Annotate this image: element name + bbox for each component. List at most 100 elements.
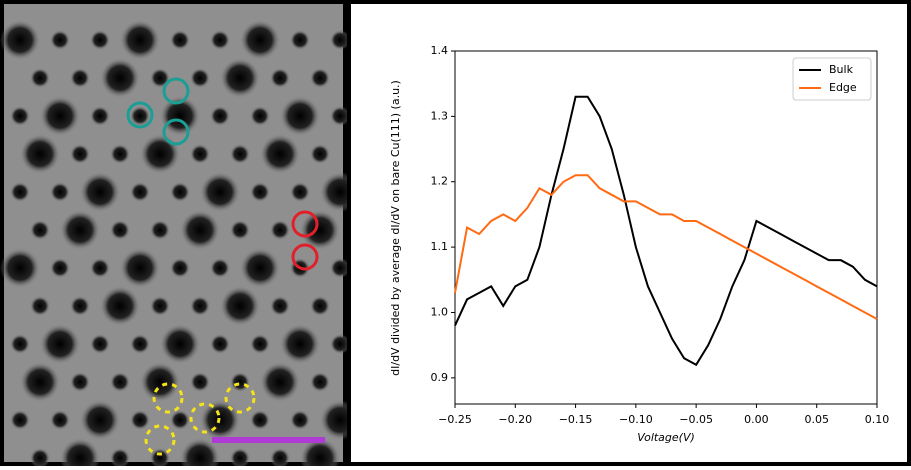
stm-pit [220, 286, 260, 326]
stm-pit [250, 334, 270, 354]
stm-pit [310, 372, 330, 392]
stm-pit [230, 372, 250, 392]
stm-pit [270, 68, 290, 88]
stm-pit [260, 362, 300, 402]
stm-pit [160, 324, 200, 364]
stm-pit [30, 220, 50, 240]
stm-pit [130, 182, 150, 202]
stm-pit [210, 30, 230, 50]
y-axis-label: dI/dV divided by average dI/dV on bare C… [389, 80, 402, 376]
stm-pit [50, 410, 70, 430]
stm-pit [110, 372, 130, 392]
stm-pit [260, 134, 300, 174]
stm-pit [270, 220, 290, 240]
legend-label: Edge [829, 81, 857, 94]
stm-pit [130, 106, 150, 126]
stm-pit [230, 144, 250, 164]
y-tick-label: 1.1 [431, 240, 449, 253]
stm-pit [310, 144, 330, 164]
x-tick-label: 0.05 [804, 413, 829, 426]
stm-pit [90, 258, 110, 278]
stm-pit [170, 30, 190, 50]
stm-pit [280, 96, 320, 136]
stm-pit [40, 324, 80, 364]
stm-pit [190, 68, 210, 88]
stm-pit [290, 410, 310, 430]
stm-pit [110, 144, 130, 164]
stm-pit [70, 68, 90, 88]
stm-pit [130, 410, 150, 430]
marker-circle [162, 118, 190, 146]
stm-pit [270, 296, 290, 316]
stm-pit [210, 334, 230, 354]
dashed-circle [152, 382, 184, 414]
stm-pit [60, 438, 100, 470]
line-series [454, 95, 878, 367]
stm-pit [140, 134, 180, 174]
line-series [454, 174, 878, 320]
stm-pit [80, 400, 120, 440]
stm-pit [180, 438, 220, 470]
stm-pit [210, 106, 230, 126]
marker-circle [291, 210, 319, 238]
y-tick-label: 0.9 [431, 371, 449, 384]
stm-pit [300, 210, 340, 250]
legend-label: Bulk [829, 63, 854, 76]
stm-pit [110, 448, 130, 468]
stm-pit [20, 134, 60, 174]
stm-pit [50, 182, 70, 202]
stm-pit [110, 220, 130, 240]
stm-pit [120, 248, 160, 288]
stm-pit [290, 182, 310, 202]
dashed-circle [144, 424, 176, 456]
x-tick-label: 0.10 [865, 413, 890, 426]
stm-features [0, 20, 360, 470]
stm-pit [30, 448, 50, 468]
dashed-circle [224, 382, 256, 414]
stm-pit [50, 258, 70, 278]
stm-pit [90, 334, 110, 354]
y-tick-label: 1.0 [431, 305, 449, 318]
stm-pit [10, 410, 30, 430]
stm-pit [250, 182, 270, 202]
stm-pit [300, 438, 340, 470]
y-tick-label: 1.4 [431, 44, 449, 57]
stm-pit [310, 296, 330, 316]
stm-pit [330, 106, 350, 126]
stm-pit [80, 172, 120, 212]
scale-bar [212, 437, 325, 443]
stm-pit [290, 30, 310, 50]
stm-pit [240, 20, 280, 60]
stm-pit [150, 220, 170, 240]
x-tick-label: −0.20 [498, 413, 532, 426]
marker-circle [291, 243, 319, 271]
stm-pit [70, 144, 90, 164]
stm-pit [270, 448, 290, 468]
stm-pit [210, 258, 230, 278]
stm-pit [220, 58, 260, 98]
x-tick-label: −0.25 [438, 413, 472, 426]
x-tick-label: 0.00 [744, 413, 769, 426]
stm-pit [200, 172, 240, 212]
stm-pit [280, 324, 320, 364]
stm-pit [0, 248, 40, 288]
stm-pit [130, 334, 150, 354]
stm-pit [20, 362, 60, 402]
stm-pit [70, 296, 90, 316]
marker-circle [126, 101, 154, 129]
stm-pit [150, 448, 170, 468]
stm-pit [250, 410, 270, 430]
stm-pit [40, 96, 80, 136]
legend-box [792, 57, 872, 101]
stm-pit [330, 258, 350, 278]
stm-pit [170, 182, 190, 202]
dashed-circle [189, 402, 221, 434]
stm-pit [100, 58, 140, 98]
stm-pit [150, 296, 170, 316]
x-tick-label: −0.05 [679, 413, 713, 426]
stm-pit [150, 68, 170, 88]
stm-pit [90, 30, 110, 50]
y-tick-label: 1.2 [431, 175, 449, 188]
stm-pit [70, 372, 90, 392]
